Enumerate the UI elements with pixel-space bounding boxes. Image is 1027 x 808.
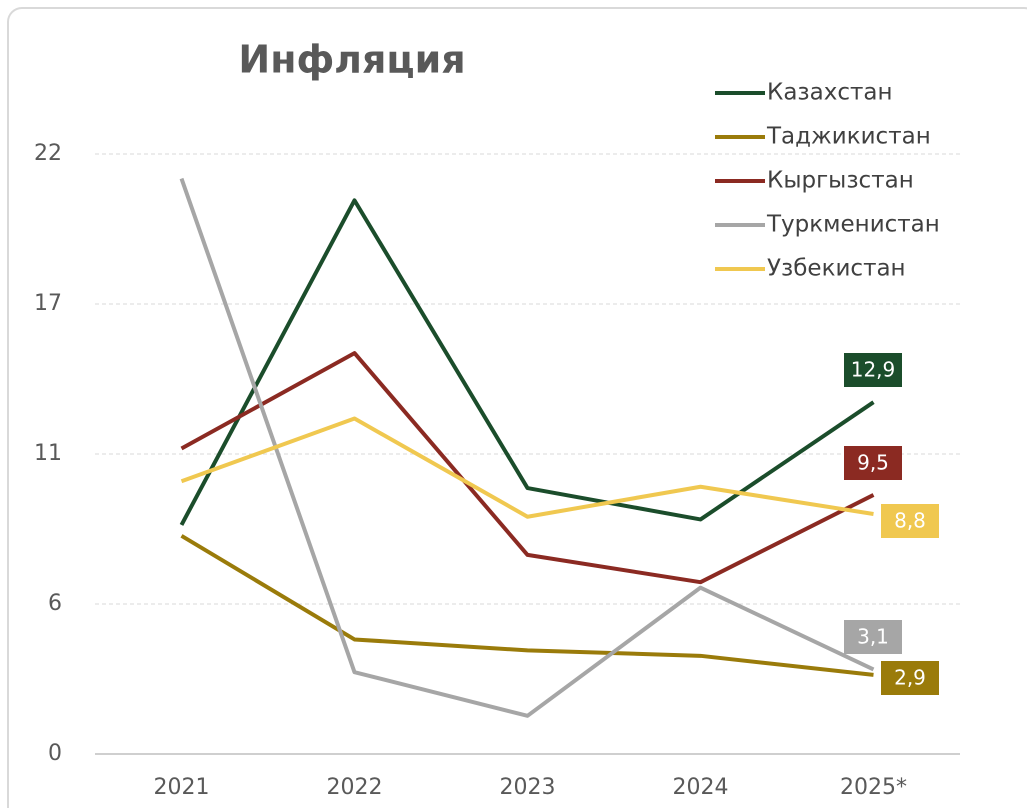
data-label-box bbox=[844, 620, 902, 654]
data-label-box bbox=[844, 446, 902, 480]
data-label-box bbox=[881, 661, 939, 695]
data-label: 9,5 bbox=[857, 451, 889, 475]
series-line bbox=[179, 198, 875, 526]
y-tick-label: 11 bbox=[34, 441, 62, 466]
x-tick-label: 2021 bbox=[154, 775, 210, 800]
series-line bbox=[180, 351, 875, 585]
legend-label: Кыргызстан bbox=[767, 168, 914, 194]
data-label-box bbox=[881, 504, 939, 538]
series-line bbox=[179, 177, 875, 718]
x-tick-label: 2023 bbox=[500, 775, 556, 800]
data-label-box bbox=[844, 353, 902, 387]
legend-label: Туркменистан bbox=[766, 212, 940, 238]
card bbox=[7, 7, 1027, 808]
x-tick-label: 2022 bbox=[327, 775, 383, 800]
legend-label: Узбекистан bbox=[767, 256, 906, 282]
y-tick-label: 6 bbox=[48, 591, 62, 616]
series-line bbox=[180, 534, 874, 677]
data-label: 12,9 bbox=[851, 358, 896, 382]
data-label: 2,9 bbox=[894, 666, 926, 690]
legend-label: Таджикистан bbox=[766, 124, 931, 150]
x-tick-label: 2024 bbox=[673, 775, 729, 800]
series-line bbox=[180, 416, 874, 519]
y-tick-label: 22 bbox=[34, 141, 62, 166]
x-tick-label: 2025* bbox=[840, 775, 907, 800]
chart-title: Инфляция bbox=[238, 38, 465, 82]
data-label: 3,1 bbox=[857, 625, 889, 649]
y-tick-label: 17 bbox=[34, 291, 62, 316]
data-label: 8,8 bbox=[894, 509, 926, 533]
legend-label: Казахстан bbox=[767, 80, 893, 106]
y-tick-label: 0 bbox=[48, 741, 62, 766]
